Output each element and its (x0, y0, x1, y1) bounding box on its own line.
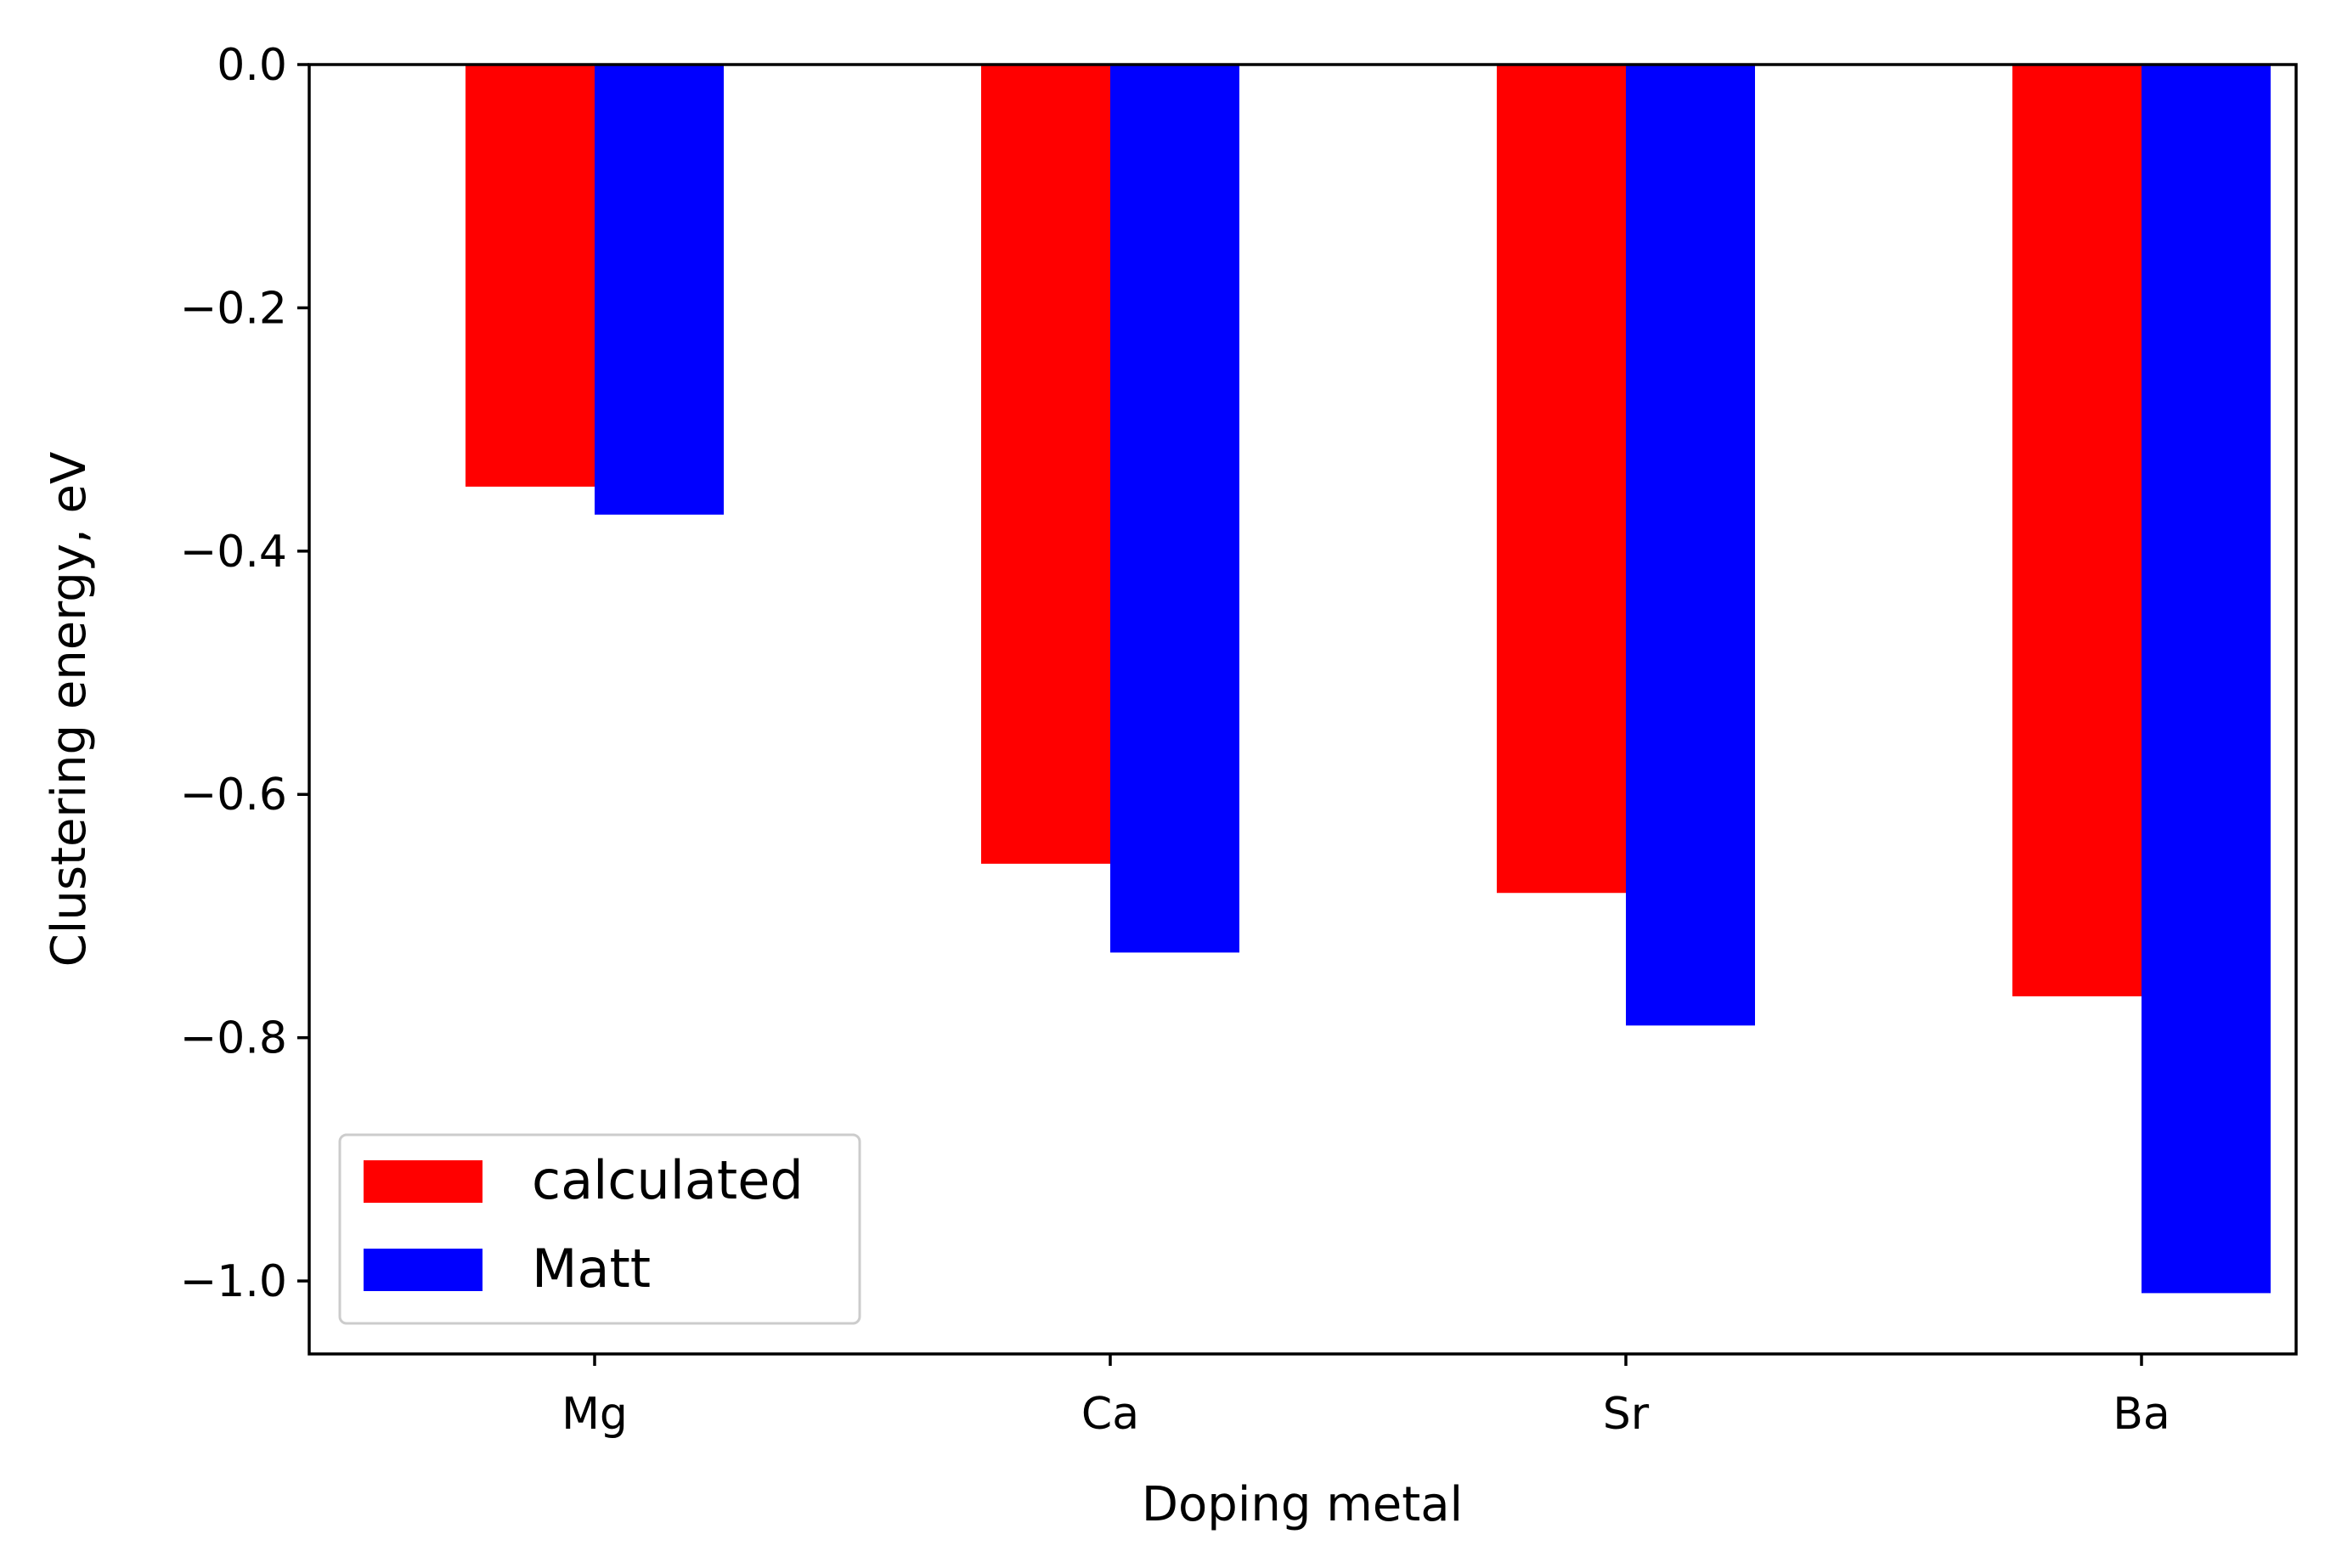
bar-calculated-sr (1497, 65, 1626, 894)
legend: calculated Matt (338, 1133, 861, 1325)
bar-calculated-mg (466, 65, 595, 487)
bar-matt-sr (1626, 65, 1755, 1026)
y-tick-label: −1.0 (180, 1256, 287, 1307)
bar-matt-ba (2142, 65, 2271, 1294)
bar-calculated-ba (2012, 65, 2142, 996)
bar-matt-ca (1110, 65, 1239, 953)
x-tick-label: Sr (1603, 1389, 1650, 1440)
y-tick-label: 0.0 (217, 40, 287, 91)
y-axis: 0.0 −0.2 −0.4 −0.6 −0.8 −1.0 (180, 40, 309, 1307)
x-tick-label: Mg (561, 1389, 628, 1440)
legend-swatch-calculated (364, 1160, 482, 1203)
legend-swatch-matt (364, 1249, 482, 1291)
y-tick-label: −0.6 (180, 770, 287, 821)
bars-group (466, 65, 2271, 1294)
x-tick-label: Ca (1081, 1389, 1139, 1440)
y-tick-label: −0.8 (180, 1013, 287, 1064)
x-axis: Mg Ca Sr Ba (561, 1354, 2170, 1440)
y-axis-label: Clustering energy, eV (42, 452, 97, 967)
y-tick-label: −0.2 (180, 283, 287, 334)
bar-matt-mg (595, 65, 724, 515)
legend-label-calculated: calculated (532, 1149, 804, 1211)
plot-frame (308, 63, 2298, 1356)
x-tick-label: Ba (2113, 1389, 2170, 1440)
legend-label-matt: Matt (532, 1238, 651, 1300)
bar-calculated-ca (981, 65, 1110, 864)
y-tick-label: −0.4 (180, 527, 287, 578)
x-axis-label: Doping metal (1142, 1477, 1463, 1532)
